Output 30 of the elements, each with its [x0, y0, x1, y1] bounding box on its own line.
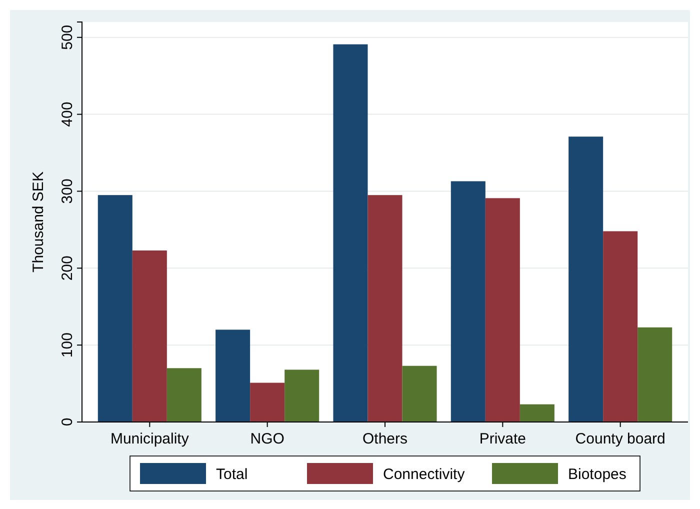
- bar: [132, 250, 167, 422]
- bar: [520, 404, 554, 422]
- bar: [216, 330, 250, 422]
- y-tick-label: 100: [59, 332, 76, 358]
- y-tick-label: 300: [59, 178, 76, 204]
- bar: [166, 368, 202, 422]
- bar: [638, 327, 672, 422]
- bar: [603, 231, 638, 422]
- bar: [450, 181, 486, 422]
- y-axis-title: Thousand SEK: [30, 172, 47, 272]
- bar: [333, 44, 368, 422]
- bar: [402, 366, 437, 422]
- y-tick-label: 200: [59, 256, 76, 281]
- x-tick-label: Private: [479, 430, 526, 448]
- bar: [485, 198, 520, 422]
- x-tick-label: NGO: [250, 430, 284, 448]
- x-tick-label: County board: [575, 430, 666, 448]
- bar: [568, 136, 604, 422]
- y-tick-label: 0: [59, 418, 76, 426]
- legend-label: Biotopes: [568, 466, 626, 483]
- bar: [98, 195, 132, 422]
- legend-label: Connectivity: [383, 466, 466, 483]
- x-tick-label: Others: [362, 430, 408, 448]
- bar: [284, 370, 320, 422]
- y-tick-label: 400: [59, 102, 76, 127]
- legend-label: Total: [216, 466, 248, 483]
- bar: [250, 382, 285, 422]
- y-tick-label: 500: [59, 24, 76, 50]
- x-tick-label: Municipality: [110, 430, 190, 448]
- bar: [368, 195, 402, 422]
